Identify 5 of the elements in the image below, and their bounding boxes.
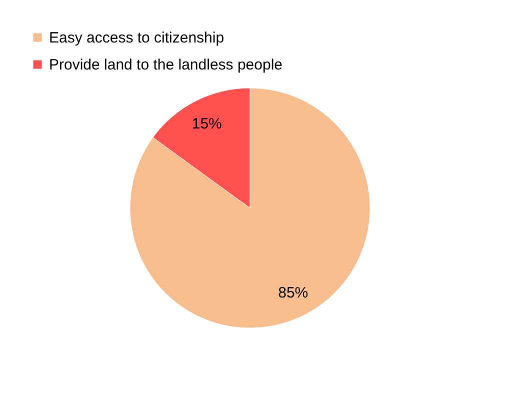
pie-slice <box>130 88 370 328</box>
legend-label: Easy access to citizenship <box>49 30 224 46</box>
data-label: 85% <box>278 284 308 302</box>
data-label: 15% <box>192 115 222 132</box>
legend-label: Provide land to the landless people <box>49 56 282 74</box>
